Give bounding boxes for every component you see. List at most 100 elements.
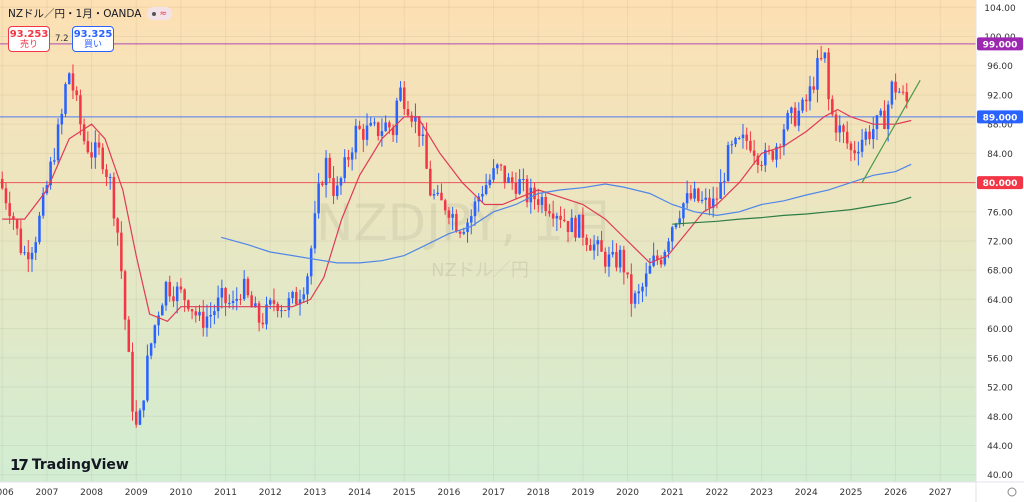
trendline[interactable] [861,80,921,183]
candle-body [734,138,737,145]
candle-body [358,125,361,129]
candle-body [302,294,306,300]
candle-body [577,214,581,238]
candle-body [685,193,689,204]
candle-body [108,177,112,179]
tradingview-logo[interactable]: 17 TradingView [10,456,129,474]
candle-body [812,86,815,90]
candle-body [272,300,276,304]
candle-body [328,157,332,179]
candle-body [406,109,410,116]
candle-body [872,129,875,140]
sell-button[interactable]: 93.253 売り [8,26,50,52]
candle-body [760,164,763,166]
candle-body [283,310,287,312]
time-axis-panel[interactable] [0,482,976,502]
candle-body [365,125,369,140]
buy-label: 買い [83,40,102,50]
candle-body [295,292,298,305]
candle-body [257,303,261,323]
candle-body [101,147,104,170]
candle-body [864,131,868,140]
candle-body [819,58,823,60]
candle-body [637,291,641,294]
candle-body [362,128,365,140]
candle-body [414,116,417,122]
candle-body [138,410,142,425]
candle-body [410,115,413,122]
candle-body [536,199,540,205]
candle-body [764,150,767,166]
header-options-button[interactable]: ≈ [147,7,172,20]
candle-body [94,142,97,158]
buy-button[interactable]: 93.325 買い [72,26,114,52]
candle-body [603,251,607,267]
candle-body [343,157,346,179]
candle-body [622,249,626,273]
settings-gear-icon[interactable] [1007,487,1017,497]
candle-body [741,134,745,139]
candle-body [82,124,86,142]
candle-body [157,315,160,326]
candle-body [797,110,801,126]
y-tick-label: 68.00 [987,267,1013,277]
candle-body [175,286,179,302]
candle-body [831,99,834,115]
y-tick-label: 48.00 [987,413,1013,423]
candle-body [164,281,168,306]
candle-body [514,182,518,194]
candle-body [451,213,454,218]
candle-body [749,140,752,151]
candle-body [845,131,849,144]
candle-body [146,355,149,401]
candle-body [250,295,253,308]
candle-body [246,278,250,296]
x-tick-label: 2021 [661,488,684,498]
x-tick-label: 2026 [884,488,907,498]
candle-body [201,311,205,328]
price-axis-panel[interactable] [976,0,1024,502]
candle-body [90,152,93,158]
candle-body [242,278,246,299]
candle-body [380,131,384,136]
candle-body [518,179,521,194]
candle-body [823,52,827,59]
candle-body [462,232,466,234]
candle-body [827,52,830,100]
candle-body [97,142,101,148]
sell-label: 売り [19,40,38,50]
candle-body [41,193,45,216]
ma_long-line[interactable] [672,196,912,225]
candle-body [581,214,585,238]
tradingview-logo-text: TradingView [31,457,129,473]
candle-body [384,122,387,132]
candle-body [265,304,268,325]
candle-body [737,138,741,140]
candle-body [220,287,224,298]
candle-body [298,299,302,305]
candle-body [905,91,909,102]
candle-body [745,134,748,141]
candle-body [60,113,64,125]
candle-body [231,300,235,304]
candle-body [391,127,395,136]
candle-body [432,194,436,196]
x-tick-label: 2023 [750,488,773,498]
candle-body [894,81,897,93]
candle-body [354,125,358,153]
watermark-name: NZドル／円 [431,260,529,281]
candle-body [793,107,797,126]
ma_mid-line[interactable] [220,163,912,264]
candle-body [585,237,588,246]
candle-body [782,129,786,147]
candle-body [615,251,618,268]
candle-body [752,150,756,156]
candle-body [886,104,890,129]
candle-body [678,218,681,224]
y-tick-label: 104.00 [984,4,1016,14]
ma_short-line[interactable] [2,108,912,323]
level-price-tag [977,176,1023,190]
candle-body [15,219,19,229]
x-tick-label: 2025 [839,488,862,498]
